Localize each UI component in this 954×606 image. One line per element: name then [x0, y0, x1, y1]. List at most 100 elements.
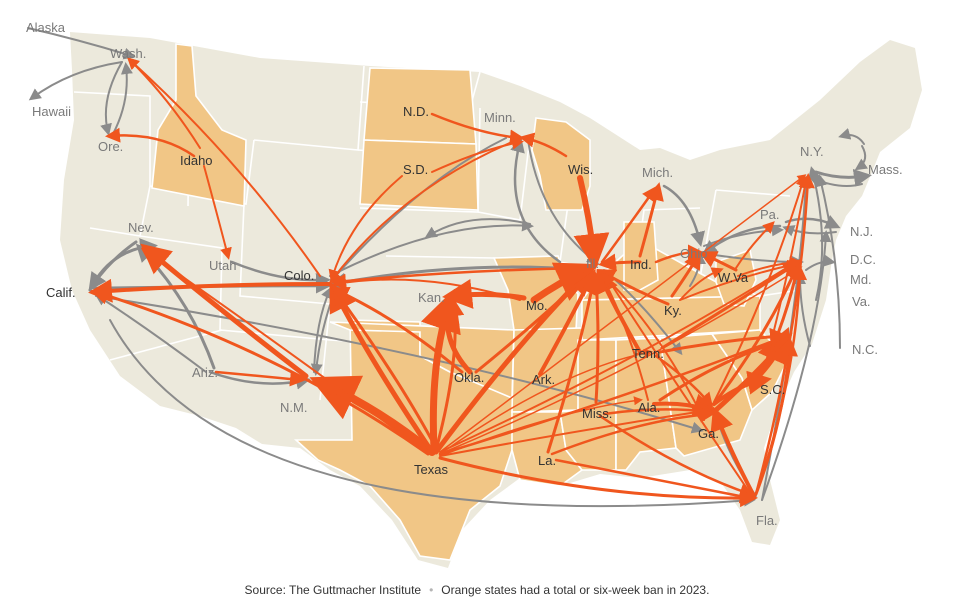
flow-la-ill: [546, 272, 601, 454]
label-miss: Miss.: [582, 406, 612, 421]
label-nc: N.C.: [852, 342, 878, 357]
label-kan: Kan.: [418, 290, 445, 305]
flow-calif-nc: [95, 295, 704, 434]
label-nev: Nev.: [128, 220, 154, 235]
flow-wis-minn: [519, 132, 568, 158]
label-pa: Pa.: [760, 207, 780, 222]
flow-sd-colo: [328, 175, 403, 282]
flow-ala-ill: [600, 272, 649, 401]
flow-ind-ohio: [654, 244, 703, 264]
flow-idaho-utah: [203, 165, 232, 260]
flow-ill-mich: [600, 185, 657, 264]
label-dc: D.C.: [850, 252, 876, 267]
flow-nj-pa: [782, 225, 837, 237]
label-fla: Fla.: [756, 513, 778, 528]
flow-ga-ny: [713, 174, 808, 403]
flow-dc-md: [805, 254, 836, 271]
flow-colo-wash: [127, 57, 321, 277]
flow-texas-tenn: [439, 348, 653, 455]
interstate-travel-map: Alaska Hawaii Wash. Ore. Idaho Calif. Ne…: [26, 20, 922, 568]
label-md: Md.: [850, 272, 872, 287]
flow-alaska-wash: [27, 27, 136, 60]
flow-me-nh: [838, 128, 865, 145]
flow-la-ga: [550, 407, 715, 456]
flow-texas-nm: [309, 375, 436, 456]
label-nm: N.M.: [280, 400, 307, 415]
flow-sd-minn: [431, 137, 524, 173]
label-wis: Wis.: [568, 162, 593, 177]
label-utah: Utah: [209, 258, 236, 273]
label-okla: Okla.: [454, 370, 484, 385]
label-calif: Calif.: [46, 285, 76, 300]
flow-tenn-ga: [654, 354, 714, 408]
label-ind: Ind.: [630, 257, 652, 272]
label-sc: S.C.: [760, 382, 785, 397]
flow-fla-va: [754, 265, 808, 496]
flow-nm-colo: [313, 286, 333, 373]
label-sd: S.D.: [403, 162, 428, 177]
flow-texas-ala: [439, 396, 643, 457]
flow-fla-ny-o: [754, 173, 815, 496]
source-note: Source: The Guttmacher Institute: [244, 583, 422, 597]
state-idaho: [151, 43, 247, 207]
label-ala: Ala.: [638, 400, 660, 415]
label-va: Va.: [852, 294, 871, 309]
flow-texas-calif: [90, 287, 430, 456]
label-ore: Ore.: [98, 139, 123, 154]
flow-miss-ga: [602, 403, 715, 419]
label-la: La.: [538, 453, 556, 468]
flow-ariz-nm-o: [214, 370, 305, 387]
label-tenn: Tenn.: [632, 346, 664, 361]
flow-ill-minn: [510, 137, 562, 264]
label-ohio: Ohio: [680, 246, 707, 261]
label-idaho: Idaho: [180, 153, 213, 168]
label-hawaii: Hawaii: [32, 104, 71, 119]
label-wash: Wash.: [110, 46, 146, 61]
flow-wash-hawaii: [28, 61, 123, 101]
flow-minn-colo-o: [329, 141, 513, 284]
label-ill: Ill.: [586, 256, 599, 271]
label-wva: W.Va: [718, 270, 749, 285]
flow-texas-ny: [439, 174, 807, 453]
state-south-dakota: [359, 139, 479, 211]
flow-texas-va: [439, 259, 800, 453]
label-colo: Colo.: [284, 268, 314, 283]
label-mo: Mo.: [526, 298, 548, 313]
label-mich: Mich.: [642, 165, 673, 180]
flow-nev-calif-o: [140, 243, 309, 379]
label-texas: Texas: [414, 462, 448, 477]
label-alaska: Alaska: [26, 20, 66, 35]
flow-ill-kan: [424, 218, 531, 239]
label-minn: Minn.: [484, 110, 516, 125]
flow-texas-calif-2: [88, 278, 332, 303]
flow-mo-kan: [442, 278, 527, 309]
flow-texas-dc: [439, 266, 803, 455]
flow-ill-colo-o: [331, 266, 588, 289]
flow-ny-mass: [814, 168, 872, 187]
flow-ga-sc: [712, 370, 772, 406]
flow-wis-ill: [573, 175, 610, 270]
flow-sc-ny: [763, 176, 811, 371]
label-ga: Ga.: [698, 426, 719, 441]
state-wisconsin: [531, 117, 591, 211]
flow-texas-ga: [439, 405, 714, 457]
flow-mass-ny: [808, 175, 863, 187]
flow-nd-minn: [430, 112, 525, 145]
caption-separator: •: [429, 583, 434, 597]
label-ark: Ark.: [532, 372, 555, 387]
flow-okla-colo: [330, 286, 464, 374]
flow-wva-pa: [735, 221, 775, 269]
map-caption: Source: The Guttmacher Institute • Orange …: [0, 583, 954, 597]
label-ny: N.Y.: [800, 144, 824, 159]
ban-states: [151, 43, 789, 561]
flow-wva-ohio: [698, 251, 738, 272]
flow-tenn-va: [660, 260, 802, 350]
flow-okla-kan: [430, 292, 473, 375]
flow-texas-nc: [438, 332, 791, 456]
flow-tenn-nc: [658, 327, 788, 354]
flow-mich-ohio: [662, 184, 705, 247]
flow-la-fla: [554, 458, 755, 504]
flow-ore-wash: [113, 62, 133, 133]
flow-fla-ill: [603, 272, 753, 497]
flow-ky-va: [679, 259, 800, 301]
